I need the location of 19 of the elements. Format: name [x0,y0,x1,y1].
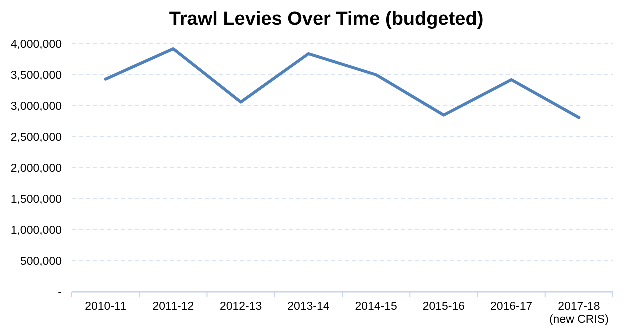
line-series [104,47,581,120]
x-tick-label: 2011-12 [152,301,194,313]
x-tick-label: 2012-13 [220,301,262,313]
y-tick-label: 1,500,000 [10,194,62,206]
y-tick-label: 2,500,000 [10,132,62,144]
y-tick-label: 3,500,000 [10,70,62,82]
x-tick-label: 2010-11 [85,301,126,313]
x-tick-label: 2013-14 [288,301,330,313]
x-tick-label: 2017-18 (new CRIS) [549,301,610,326]
x-tick-label: 2014-15 [355,301,398,313]
y-tick-label: 2,000,000 [10,163,62,176]
x-tick-label: 2016-17 [490,301,533,313]
x-tick-label: 2015-16 [422,301,466,313]
y-tick-label: 1,000,000 [10,225,62,238]
y-tick-label: - [58,287,62,300]
y-tick-label: 3,000,000 [10,101,62,114]
y-tick-label: 4,000,000 [10,39,62,52]
y-tick-label: 500,000 [20,256,62,268]
chart-title: Trawl Levies Over Time (budgeted) [169,9,484,30]
